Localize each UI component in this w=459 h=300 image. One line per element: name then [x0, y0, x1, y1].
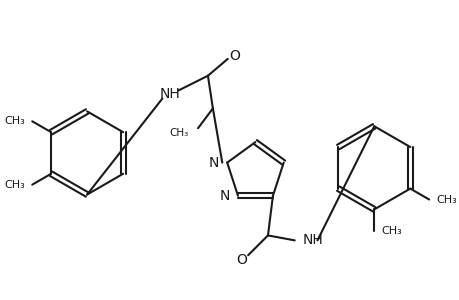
Text: NH: NH: [160, 87, 180, 100]
Text: CH₃: CH₃: [168, 128, 188, 138]
Text: N: N: [208, 156, 219, 170]
Text: CH₃: CH₃: [435, 194, 456, 205]
Text: O: O: [235, 253, 246, 267]
Text: CH₃: CH₃: [5, 180, 25, 190]
Text: CH₃: CH₃: [5, 116, 25, 126]
Text: N: N: [219, 189, 230, 203]
Text: CH₃: CH₃: [381, 226, 401, 236]
Text: NH: NH: [302, 233, 323, 248]
Text: O: O: [229, 49, 240, 63]
